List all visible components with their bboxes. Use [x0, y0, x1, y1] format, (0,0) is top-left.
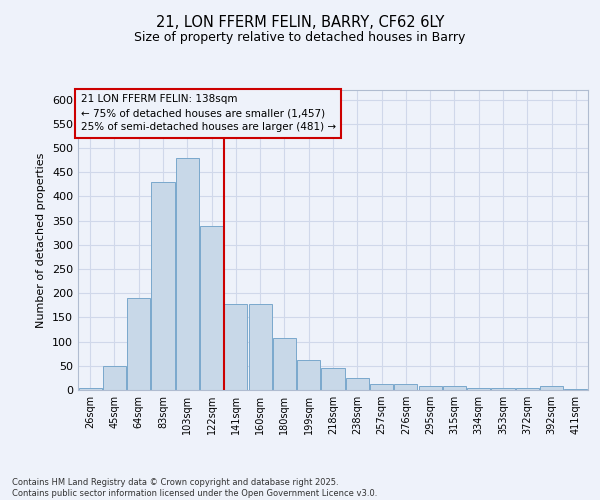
Y-axis label: Number of detached properties: Number of detached properties	[37, 152, 46, 328]
Bar	[540, 386, 563, 390]
Text: 21 LON FFERM FELIN: 138sqm
← 75% of detached houses are smaller (1,457)
25% of s: 21 LON FFERM FELIN: 138sqm ← 75% of deta…	[80, 94, 335, 132]
Bar	[103, 366, 126, 390]
Bar	[370, 384, 393, 390]
Bar	[419, 386, 442, 390]
Bar	[200, 226, 223, 390]
Bar	[322, 368, 344, 390]
Text: Contains HM Land Registry data © Crown copyright and database right 2025.
Contai: Contains HM Land Registry data © Crown c…	[12, 478, 377, 498]
Bar	[151, 182, 175, 390]
Bar	[79, 388, 101, 390]
Bar	[565, 388, 587, 390]
Bar	[248, 304, 272, 390]
Text: 21, LON FFERM FELIN, BARRY, CF62 6LY: 21, LON FFERM FELIN, BARRY, CF62 6LY	[156, 15, 444, 30]
Bar	[443, 386, 466, 390]
Bar	[127, 298, 150, 390]
Bar	[516, 388, 539, 390]
Text: Size of property relative to detached houses in Barry: Size of property relative to detached ho…	[134, 31, 466, 44]
Bar	[467, 388, 490, 390]
Bar	[394, 384, 418, 390]
Bar	[273, 338, 296, 390]
Bar	[176, 158, 199, 390]
Bar	[346, 378, 369, 390]
Bar	[491, 388, 515, 390]
Bar	[224, 304, 247, 390]
Bar	[297, 360, 320, 390]
